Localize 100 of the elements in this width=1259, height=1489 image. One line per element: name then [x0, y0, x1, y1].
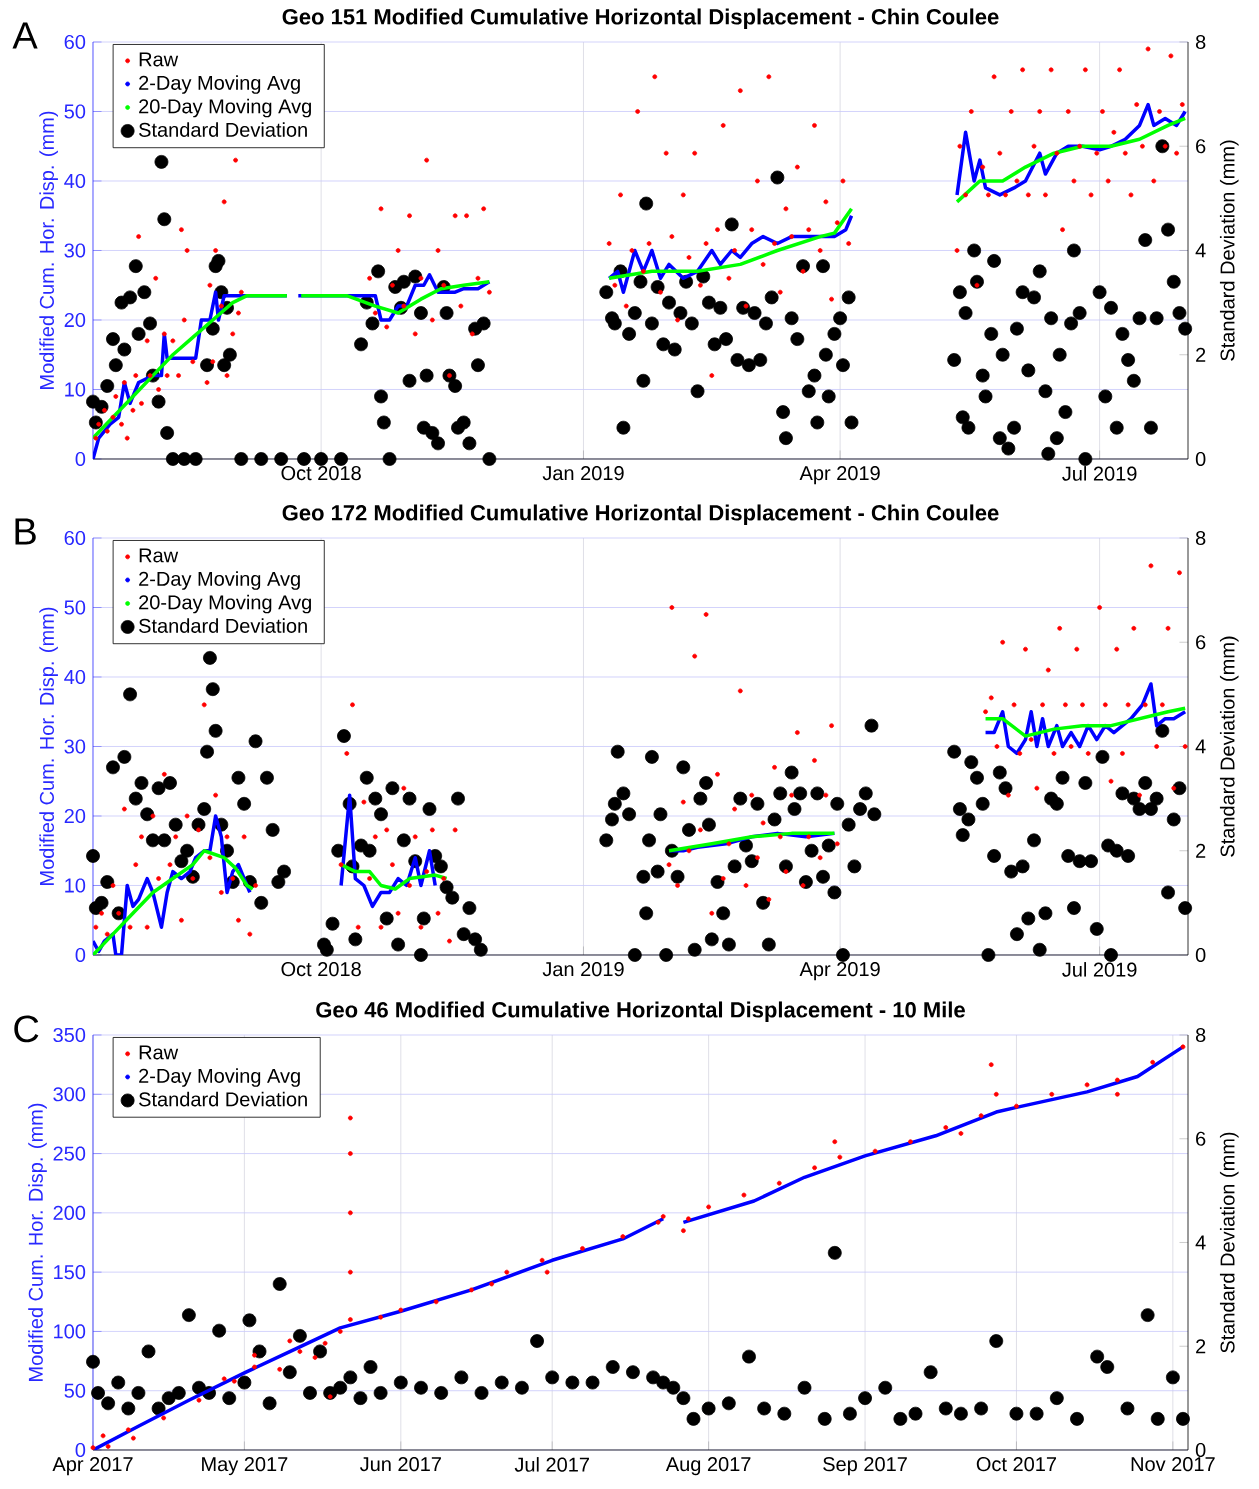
x-tick-label: Jan 2019: [542, 962, 624, 977]
point: [958, 1131, 964, 1136]
point: [287, 1338, 293, 1344]
point: [993, 1091, 999, 1097]
point: [832, 1139, 838, 1145]
point: [347, 1269, 353, 1275]
y2-tick-label: 0: [1195, 1442, 1206, 1458]
x-tick-label: May 2017: [202, 1457, 288, 1476]
point: [872, 1148, 878, 1154]
text: A: [12, 22, 38, 49]
point: [433, 1299, 439, 1305]
y-tick-label: 50: [64, 1383, 86, 1398]
point: [580, 1246, 585, 1251]
point: [105, 1444, 111, 1449]
y2-axis-title: Standard Deviation (mm): [1219, 636, 1239, 857]
point: [347, 1151, 353, 1156]
point: [776, 1180, 782, 1186]
y2-tick-label: 8: [1195, 1027, 1206, 1043]
point: [544, 1269, 550, 1275]
y-tick-label: 100: [54, 1324, 86, 1339]
legend-label: 2-Day Moving Avg: [139, 1068, 300, 1087]
legend-label: 20-Day Moving Avg: [139, 594, 311, 614]
point: [161, 1415, 167, 1421]
point: [655, 1219, 661, 1225]
x-tick-label: Oct 2017: [976, 1457, 1057, 1472]
y-tick-label: 30: [64, 243, 86, 258]
point: [686, 1216, 691, 1222]
x-tick-label: Oct 2018: [281, 466, 361, 481]
point: [504, 1269, 510, 1275]
y2-tick-label: 8: [1195, 530, 1206, 546]
y2-tick-label: 6: [1196, 1131, 1206, 1146]
point: [812, 1165, 817, 1171]
point: [741, 1192, 747, 1198]
point: [322, 1340, 328, 1346]
point: [706, 1204, 712, 1210]
y2-tick-label: 4: [1195, 739, 1206, 754]
x-tick-label: Apr 2019: [799, 962, 880, 981]
point: [221, 1376, 227, 1382]
y-tick-label: 30: [64, 739, 86, 754]
point: [1150, 1059, 1156, 1065]
y2-axis-title: Standard Deviation (mm): [1219, 140, 1239, 361]
y-tick-label: 250: [53, 1146, 86, 1161]
y-tick-label: 10: [65, 382, 86, 397]
point: [978, 1113, 984, 1119]
x-tick-label: Apr 2017: [52, 1457, 133, 1476]
point: [1180, 1044, 1186, 1050]
chart-title: Geo 151 Modified Cumulative Horizontal Displacement - Chin Coulee: [282, 8, 999, 29]
y2-tick-label: 2: [1196, 347, 1206, 362]
point: [1014, 1103, 1019, 1109]
legend-label: Standard Deviation: [139, 1091, 307, 1107]
legend-label: Raw: [139, 1045, 179, 1060]
y-tick-label: 60: [64, 34, 86, 50]
point: [988, 1062, 994, 1068]
legend-label: Standard Deviation: [139, 618, 307, 633]
y-tick-label: 150: [54, 1265, 86, 1280]
y-tick-label: 350: [53, 1027, 86, 1043]
legend-label: 20-Day Moving Avg: [139, 98, 311, 118]
point: [196, 1397, 202, 1403]
point: [1114, 1077, 1120, 1083]
y2-axis-title: Standard Deviation (mm): [1219, 1132, 1239, 1353]
point: [347, 1210, 353, 1216]
x-tick-label: Apr 2019: [799, 466, 880, 485]
point: [347, 1115, 353, 1121]
y-tick-label: 20: [64, 312, 86, 328]
y-tick-label: 50: [64, 104, 86, 119]
point: [398, 1307, 404, 1313]
point: [100, 1433, 106, 1439]
y-tick-label: 40: [64, 173, 86, 189]
y2-tick-label: 8: [1195, 34, 1206, 50]
point: [620, 1234, 626, 1239]
y-axis-title: Modified Cum. Hor. Disp. (mm): [39, 607, 58, 885]
point: [908, 1139, 913, 1145]
y-tick-label: 60: [64, 530, 86, 546]
y-tick-label: 10: [65, 878, 86, 893]
y2-tick-label: 6: [1196, 635, 1206, 650]
y2-tick-label: 4: [1195, 1235, 1206, 1250]
y-tick-label: 0: [75, 947, 86, 963]
point: [337, 1329, 343, 1334]
point: [943, 1125, 949, 1130]
point: [347, 1317, 353, 1322]
point: [681, 1228, 686, 1234]
text: C: [14, 1015, 39, 1043]
chart-title: Geo 46 Modified Cumulative Horizontal Displacement - 10 Mile: [316, 1001, 965, 1022]
y2-tick-label: 2: [1196, 843, 1206, 858]
point: [837, 1154, 843, 1160]
point: [660, 1214, 666, 1219]
point: [231, 1378, 237, 1384]
y-tick-label: 40: [64, 669, 86, 685]
y2-tick-label: 0: [1195, 947, 1206, 963]
legend-label: 2-Day Moving Avg: [139, 571, 300, 590]
y2-tick-label: 0: [1195, 451, 1206, 467]
point: [252, 1364, 257, 1370]
y-axis-title: Modified Cum. Hor. Disp. (mm): [39, 111, 58, 389]
x-tick-label: Jun 2017: [359, 1457, 441, 1472]
point: [469, 1287, 474, 1293]
x-tick-label: Jan 2019: [542, 466, 624, 481]
x-tick-label: Aug 2017: [665, 1457, 751, 1476]
x-tick-label: Sep 2017: [823, 1457, 907, 1476]
point: [277, 1366, 283, 1372]
point: [125, 1427, 131, 1433]
